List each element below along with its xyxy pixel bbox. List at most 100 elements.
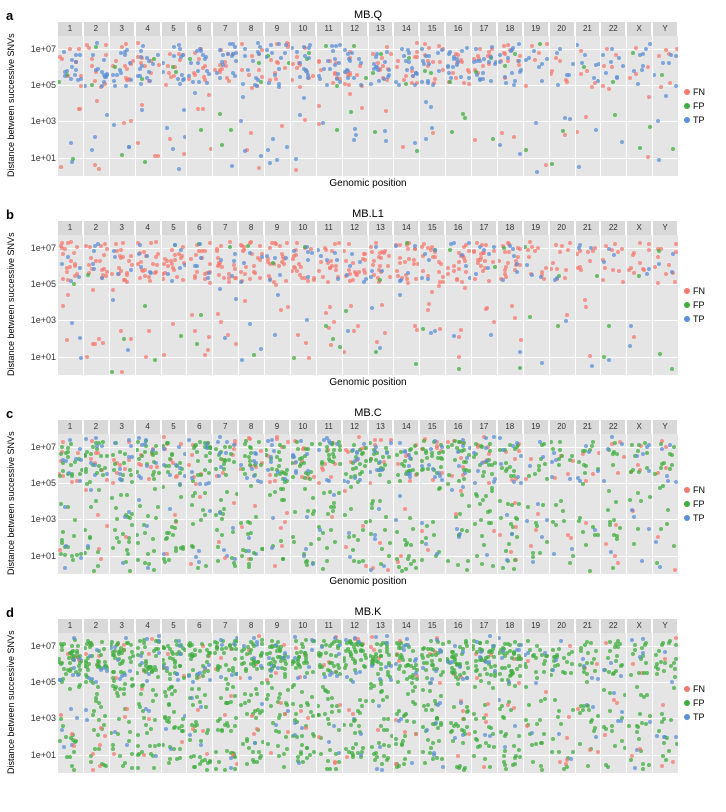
point-FP <box>375 642 379 646</box>
facet <box>653 434 678 574</box>
point-FP <box>425 661 429 665</box>
point-FP <box>593 726 597 730</box>
point-TP <box>455 527 459 531</box>
point-FN <box>296 333 300 337</box>
point-FP <box>500 466 504 470</box>
point-TP <box>221 53 225 57</box>
facet-strip: 4 <box>136 22 161 36</box>
point-TP <box>112 249 116 253</box>
point-TP <box>432 753 436 757</box>
point-FN <box>306 279 310 283</box>
facet-strip: 5 <box>162 22 187 36</box>
point-FN <box>104 53 108 57</box>
point-FP <box>534 656 538 660</box>
point-FP <box>121 659 125 663</box>
point-TP <box>498 143 502 147</box>
point-FP <box>353 718 357 722</box>
point-FN <box>516 255 520 259</box>
point-FP <box>190 643 194 647</box>
point-FP <box>577 460 581 464</box>
point-FP <box>421 688 425 692</box>
point-TP <box>353 127 357 131</box>
point-TP <box>556 83 560 87</box>
point-FP <box>195 676 199 680</box>
point-TP <box>119 51 123 55</box>
point-FP <box>69 736 73 740</box>
point-FN <box>114 59 118 63</box>
point-FN <box>170 262 174 266</box>
y-axis-ticks: 1e+011e+031e+051e+07 <box>18 207 58 402</box>
point-TP <box>234 59 238 63</box>
point-FN <box>97 547 101 551</box>
point-FP <box>225 749 229 753</box>
point-FP <box>524 148 528 152</box>
point-FP <box>220 517 224 521</box>
point-TP <box>157 639 161 643</box>
point-FP <box>483 667 487 671</box>
point-FP <box>118 450 122 454</box>
point-TP <box>439 650 443 654</box>
point-FN <box>616 561 620 565</box>
point-FP <box>535 676 539 680</box>
point-FP <box>432 533 436 537</box>
point-FN <box>193 73 197 77</box>
point-FP <box>353 731 357 735</box>
point-FP <box>68 755 72 759</box>
point-FP <box>559 722 563 726</box>
point-TP <box>355 450 359 454</box>
point-TP <box>137 436 141 440</box>
legend: FNFPTP <box>678 207 722 402</box>
point-FP <box>329 505 333 509</box>
point-FN <box>343 350 347 354</box>
point-FP <box>171 65 175 69</box>
facet <box>265 235 290 375</box>
point-FP <box>502 246 506 250</box>
point-FP <box>156 675 160 679</box>
point-FN <box>280 124 284 128</box>
point-FP <box>96 685 100 689</box>
point-FP <box>247 746 251 750</box>
point-TP <box>123 673 127 677</box>
point-FP <box>199 128 203 132</box>
point-FP <box>380 762 384 766</box>
point-TP <box>493 669 497 673</box>
y-tick: 1e+05 <box>31 279 56 289</box>
point-FP <box>400 569 404 573</box>
point-FP <box>582 65 586 69</box>
facet-strip: 17 <box>472 221 497 235</box>
point-FP <box>349 723 353 727</box>
point-FN <box>437 44 441 48</box>
point-FP <box>311 732 315 736</box>
point-TP <box>628 344 632 348</box>
point-FP <box>198 762 202 766</box>
facet-strip: Y <box>653 420 678 434</box>
point-FP <box>276 744 280 748</box>
point-TP <box>273 256 277 260</box>
point-TP <box>298 113 302 117</box>
point-TP <box>267 81 271 85</box>
point-TP <box>194 555 198 559</box>
facet <box>369 235 394 375</box>
point-TP <box>435 638 439 642</box>
point-FP <box>554 523 558 527</box>
point-FN <box>387 254 391 258</box>
point-FN <box>198 495 202 499</box>
point-FN <box>646 155 650 159</box>
point-FP <box>308 477 312 481</box>
point-FP <box>465 725 469 729</box>
point-FP <box>481 474 485 478</box>
point-TP <box>458 665 462 669</box>
point-TP <box>534 681 538 685</box>
point-FN <box>653 265 657 269</box>
facet-strip: 10 <box>291 420 316 434</box>
point-FN <box>487 481 491 485</box>
point-TP <box>291 453 295 457</box>
point-FP <box>310 442 314 446</box>
point-FN <box>147 717 151 721</box>
point-FP <box>363 464 367 468</box>
point-TP <box>540 361 544 365</box>
point-TP <box>475 73 479 77</box>
point-TP <box>231 42 235 46</box>
point-TP <box>94 680 98 684</box>
point-FP <box>474 664 478 668</box>
